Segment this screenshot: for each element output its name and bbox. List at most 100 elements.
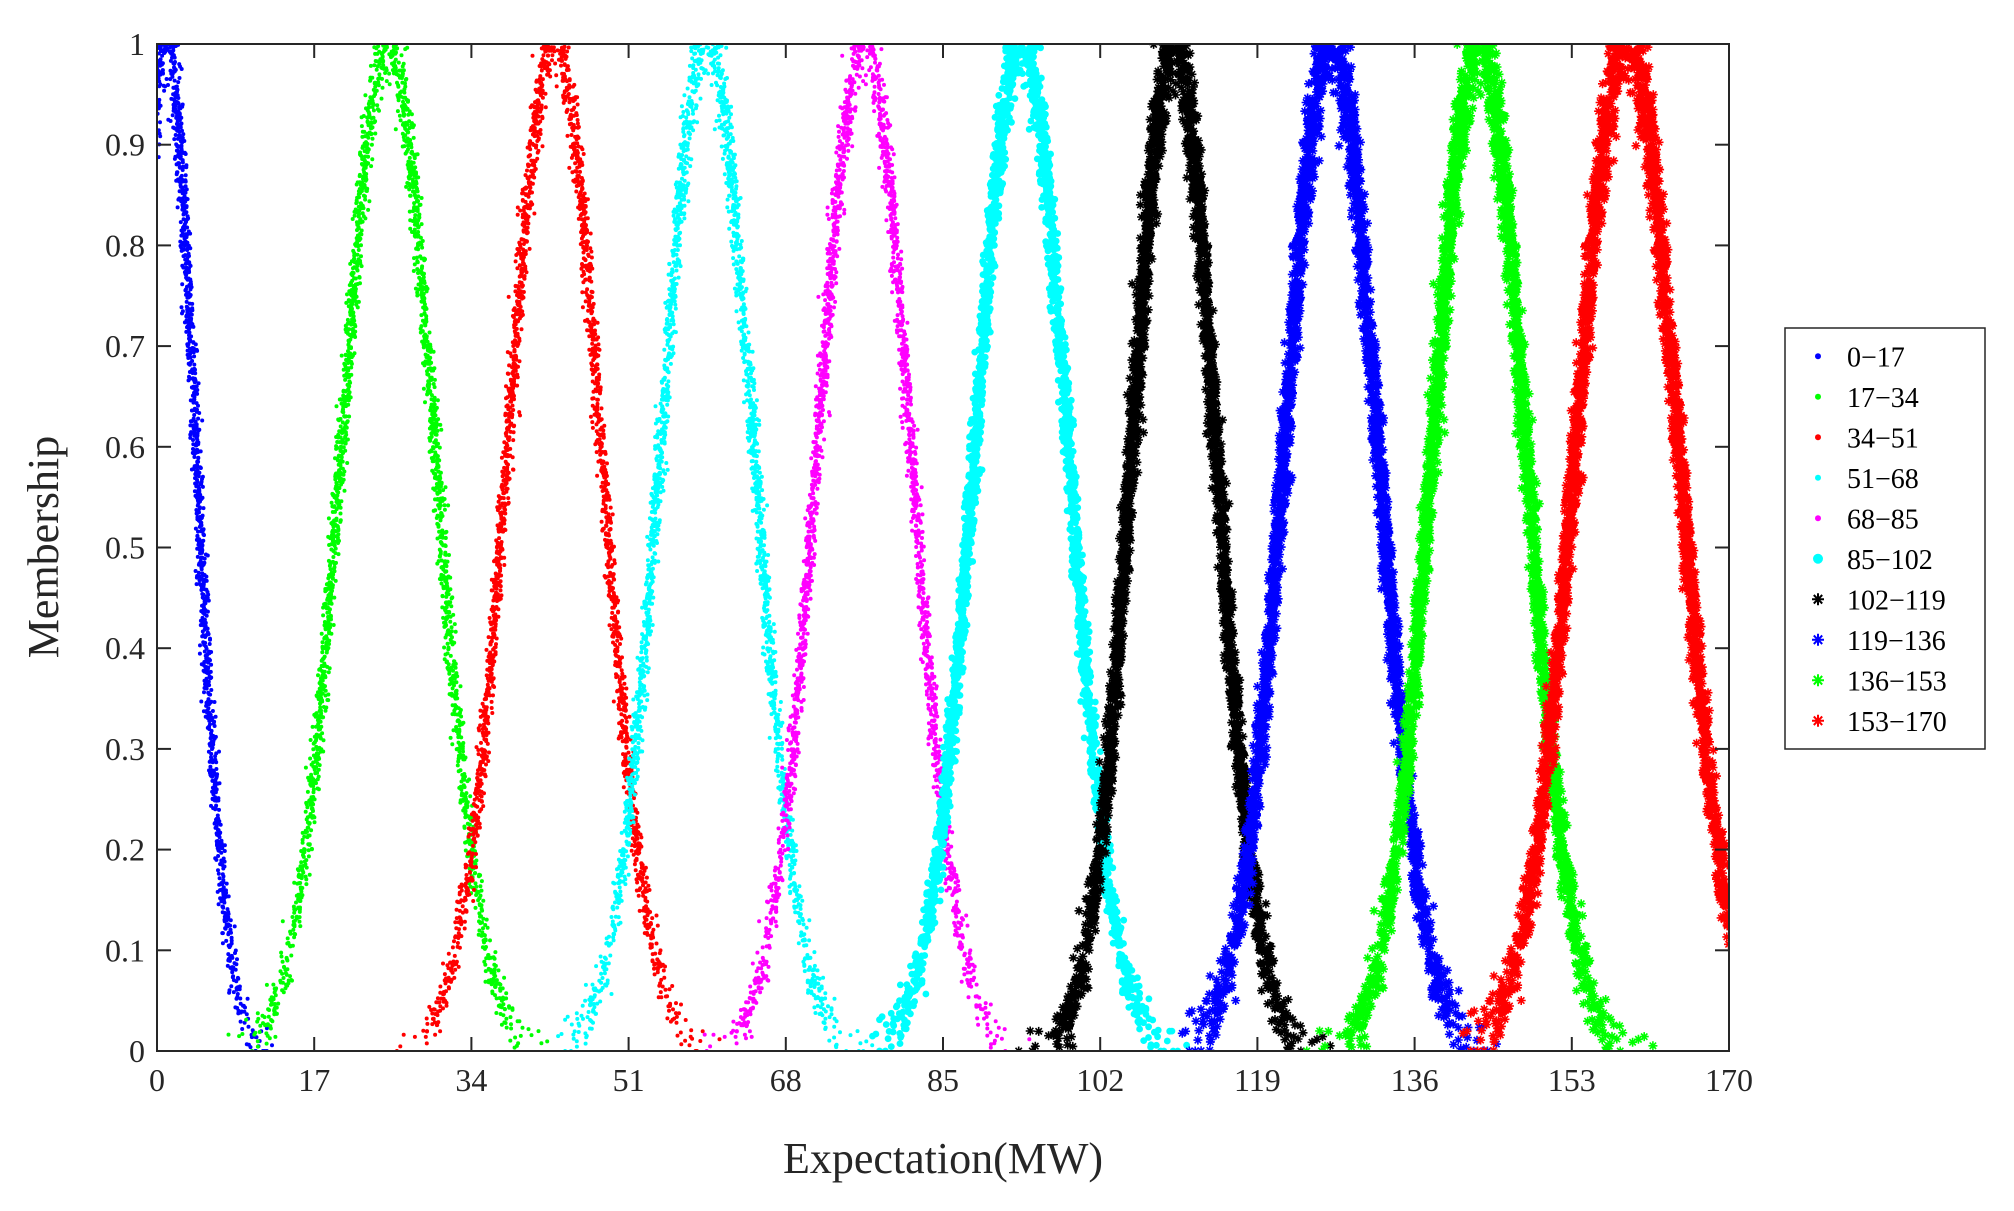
data-point [345,419,350,424]
data-point [319,631,324,636]
data-point [596,414,601,419]
data-point [204,676,209,681]
data-point [202,573,207,577]
data-point [336,552,341,557]
data-point [403,77,408,82]
data-point [425,339,430,344]
data-point [186,216,191,221]
data-point [501,1002,506,1007]
data-point [355,252,360,257]
data-point [276,1001,281,1006]
data-point [493,984,497,989]
data-point [197,544,202,549]
data-point [240,1027,245,1031]
data-point [513,283,518,288]
data-point [188,423,193,428]
data-point [364,106,368,111]
data-point [369,116,374,121]
data-point [175,120,180,125]
data-point [393,127,398,132]
data-point [636,824,641,829]
data-point [230,970,235,975]
data-point [450,681,455,686]
data-point [489,970,494,975]
data-point [667,987,672,992]
data-point [440,594,445,599]
data-point [442,645,447,650]
data-point [285,958,290,963]
data-point [362,157,367,162]
data-point [370,96,374,101]
data-point [178,220,183,225]
data-point [481,926,485,931]
data-point [202,560,207,565]
data-point [329,631,334,636]
data-point [215,827,220,832]
data-point [463,805,468,810]
data-point [436,523,441,528]
data-point [162,51,167,55]
data-point [426,358,431,363]
data-point [593,328,597,333]
data-point [463,811,468,816]
data-point [413,286,418,291]
data-point [184,329,189,334]
data-point [447,986,451,991]
data-point [589,311,594,316]
data-point [489,706,494,710]
data-point [423,257,427,262]
data-point [425,1029,429,1034]
data-point [311,795,316,799]
data-point [331,525,336,529]
data-point [494,550,499,555]
data-point [377,60,382,64]
data-point [430,418,435,423]
data-point [278,969,283,974]
data-point [310,724,315,729]
data-point [292,880,297,885]
data-point [336,462,341,467]
data-point [340,407,345,412]
data-point [303,874,308,879]
data-point [487,750,491,755]
data-point [321,613,326,618]
data-point [419,256,424,261]
data-point [211,721,216,726]
data-point [674,1001,678,1006]
data-point [421,1028,426,1033]
data-point [589,249,594,254]
data-point [599,440,604,445]
data-point [478,873,483,878]
data-point [309,828,314,833]
data-point [214,839,219,844]
data-point [380,54,385,59]
data-point [187,374,191,379]
data-point [216,854,221,858]
data-point [308,756,313,761]
data-point [479,888,484,893]
data-point [459,793,464,798]
data-point [266,1007,271,1012]
data-point [361,167,366,172]
data-point [480,930,485,935]
data-point [216,902,221,907]
data-point [210,745,215,750]
data-point [354,201,359,206]
data-point [420,264,425,269]
data-point [304,858,309,863]
data-point [213,820,218,825]
data-point [158,103,163,108]
data-point [343,353,348,358]
data-point [458,710,462,715]
data-point [178,165,183,170]
data-point [217,807,221,812]
data-point [493,950,498,955]
data-point [205,671,210,675]
data-point [446,503,451,508]
data-point [429,347,433,352]
data-point [207,649,211,654]
data-point [160,53,165,58]
data-point [328,562,333,567]
data-point [216,871,221,876]
data-point [415,290,420,295]
